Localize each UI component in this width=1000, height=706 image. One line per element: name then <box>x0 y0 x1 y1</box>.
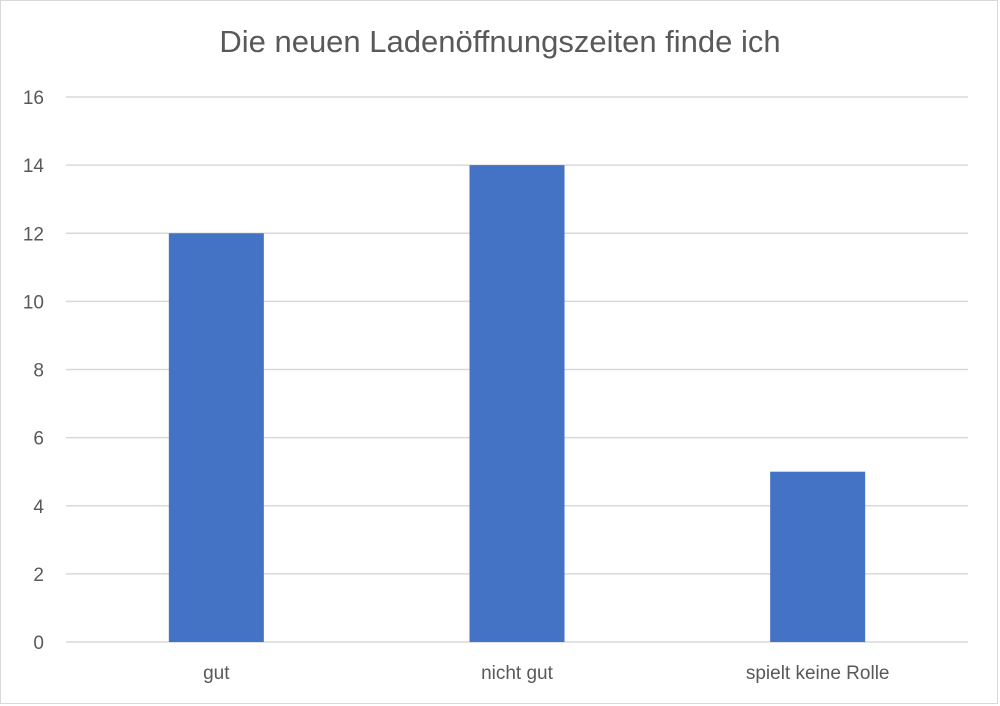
bar-gut <box>168 233 264 642</box>
y-tick-label: 4 <box>33 497 44 518</box>
bar-nicht-gut <box>469 165 565 642</box>
bars <box>168 165 866 642</box>
x-category-label: nicht gut <box>481 663 554 684</box>
x-axis-category-labels: gut nicht gut spielt keine Rolle <box>203 663 889 684</box>
chart-title: Die neuen Ladenöffnungszeiten finde ich <box>219 24 781 59</box>
y-tick-label: 10 <box>23 292 44 313</box>
bar-spielt-keine-Rolle <box>770 471 866 642</box>
x-category-label: gut <box>203 663 230 684</box>
y-tick-label: 6 <box>33 429 44 450</box>
x-category-label: spielt keine Rolle <box>746 663 890 684</box>
y-tick-label: 2 <box>33 565 44 586</box>
y-tick-label: 16 <box>23 88 44 109</box>
y-tick-label: 8 <box>33 361 44 382</box>
y-tick-label: 14 <box>23 156 45 177</box>
y-axis-tick-labels: 0 2 4 6 8 10 12 14 16 <box>23 88 45 654</box>
y-tick-label: 0 <box>33 633 44 654</box>
y-tick-label: 12 <box>23 224 44 245</box>
